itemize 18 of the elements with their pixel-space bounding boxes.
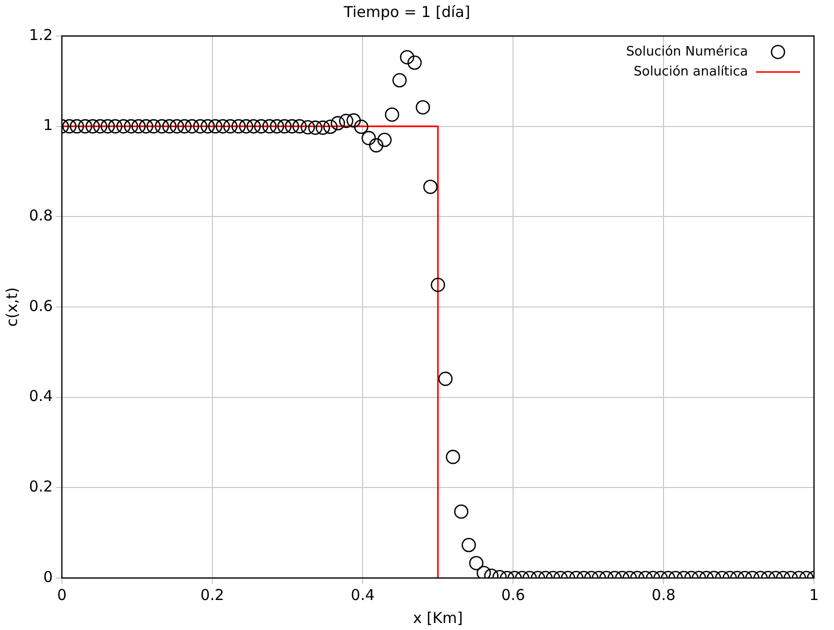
x-tick-label: 1 bbox=[809, 586, 819, 604]
y-axis-title: c(x,t) bbox=[2, 287, 21, 327]
y-tick-label: 0.4 bbox=[28, 387, 53, 406]
x-tick-label: 0.2 bbox=[200, 586, 224, 604]
x-tick-label: 0 bbox=[57, 586, 67, 604]
x-tick-label: 0.8 bbox=[652, 586, 676, 604]
x-tick-label: 0.4 bbox=[350, 586, 375, 604]
y-tick-label: 1 bbox=[43, 116, 53, 134]
y-tick-label: 0.2 bbox=[28, 478, 53, 496]
legend-label: Solución Numérica bbox=[626, 44, 748, 60]
x-tick-label: 0.6 bbox=[501, 586, 526, 604]
y-tick-label: 0.6 bbox=[28, 296, 53, 315]
legend-label: Solución analítica bbox=[634, 64, 748, 80]
y-tick-label: 1.2 bbox=[28, 26, 53, 44]
chart-title: Tiempo = 1 [día] bbox=[342, 2, 470, 21]
x-axis-title: x [Km] bbox=[413, 608, 463, 627]
y-tick-label: 0 bbox=[43, 568, 53, 586]
y-tick-label: 0.8 bbox=[28, 206, 53, 225]
